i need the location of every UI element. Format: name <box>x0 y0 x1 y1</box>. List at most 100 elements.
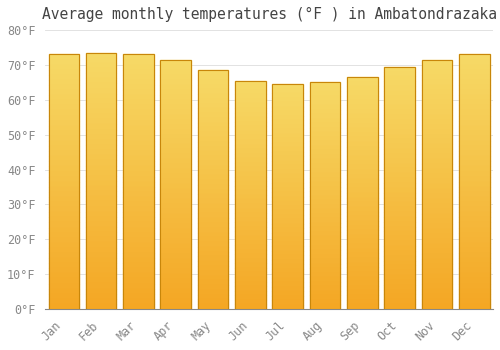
Bar <box>198 75 228 80</box>
Bar <box>384 260 415 265</box>
Bar <box>123 80 154 85</box>
Bar <box>272 241 303 246</box>
Bar <box>48 253 79 258</box>
Bar <box>459 197 490 202</box>
Bar <box>347 258 378 262</box>
Bar <box>422 174 452 180</box>
Bar <box>459 70 490 75</box>
Bar <box>459 243 490 248</box>
Bar <box>384 270 415 275</box>
Bar <box>198 70 228 309</box>
Bar <box>384 134 415 139</box>
Bar <box>347 276 378 281</box>
Bar <box>48 289 79 294</box>
Bar <box>310 237 340 241</box>
Bar <box>160 160 191 164</box>
Bar <box>459 121 490 126</box>
Bar <box>235 227 266 231</box>
Bar <box>272 251 303 255</box>
Bar <box>235 104 266 108</box>
Bar <box>235 222 266 227</box>
Bar <box>347 133 378 138</box>
Bar <box>123 284 154 289</box>
Bar <box>459 299 490 304</box>
Bar <box>384 178 415 183</box>
Bar <box>235 186 266 190</box>
Bar <box>384 183 415 188</box>
Bar <box>86 294 117 299</box>
Bar <box>272 219 303 224</box>
Bar <box>86 53 117 309</box>
Bar <box>198 132 228 137</box>
Bar <box>459 187 490 192</box>
Bar <box>422 274 452 279</box>
Bar <box>310 187 340 191</box>
Bar <box>86 304 117 309</box>
Bar <box>347 225 378 230</box>
Bar <box>384 86 415 91</box>
Bar <box>347 82 378 86</box>
Bar <box>48 187 79 192</box>
Bar <box>123 182 154 187</box>
Bar <box>459 273 490 279</box>
Bar <box>347 249 378 253</box>
Bar <box>422 224 452 229</box>
Bar <box>48 141 79 146</box>
Bar <box>384 299 415 304</box>
Bar <box>86 125 117 130</box>
Bar <box>48 223 79 228</box>
Bar <box>198 113 228 118</box>
Bar <box>160 209 191 214</box>
Bar <box>123 289 154 294</box>
Bar <box>459 146 490 151</box>
Bar <box>459 100 490 105</box>
Bar <box>198 118 228 123</box>
Bar <box>160 100 191 105</box>
Bar <box>86 104 117 109</box>
Bar <box>384 290 415 294</box>
Bar <box>86 145 117 150</box>
Bar <box>123 55 154 60</box>
Bar <box>160 85 191 90</box>
Bar <box>272 268 303 273</box>
Bar <box>459 85 490 90</box>
Bar <box>235 158 266 163</box>
Bar <box>384 71 415 76</box>
Bar <box>48 217 79 223</box>
Bar <box>198 257 228 261</box>
Bar <box>235 99 266 104</box>
Bar <box>347 235 378 239</box>
Bar <box>384 241 415 246</box>
Bar <box>310 105 340 110</box>
Bar <box>422 294 452 299</box>
Bar <box>384 280 415 285</box>
Bar <box>347 295 378 300</box>
Bar <box>384 173 415 178</box>
Bar <box>198 242 228 247</box>
Bar <box>48 85 79 90</box>
Bar <box>48 279 79 284</box>
Bar <box>422 299 452 304</box>
Bar <box>123 243 154 248</box>
Bar <box>310 273 340 277</box>
Bar <box>48 268 79 273</box>
Bar <box>160 130 191 134</box>
Bar <box>422 130 452 134</box>
Bar <box>422 279 452 284</box>
Bar <box>86 186 117 191</box>
Bar <box>459 294 490 299</box>
Bar <box>347 138 378 142</box>
Bar <box>272 152 303 156</box>
Bar <box>384 96 415 100</box>
Bar <box>272 246 303 251</box>
Bar <box>384 188 415 193</box>
Bar <box>272 210 303 215</box>
Bar <box>48 156 79 161</box>
Bar <box>86 130 117 135</box>
Bar <box>422 80 452 85</box>
Bar <box>48 238 79 243</box>
Bar <box>347 161 378 165</box>
Bar <box>310 119 340 123</box>
Bar <box>272 174 303 178</box>
Bar <box>310 173 340 177</box>
